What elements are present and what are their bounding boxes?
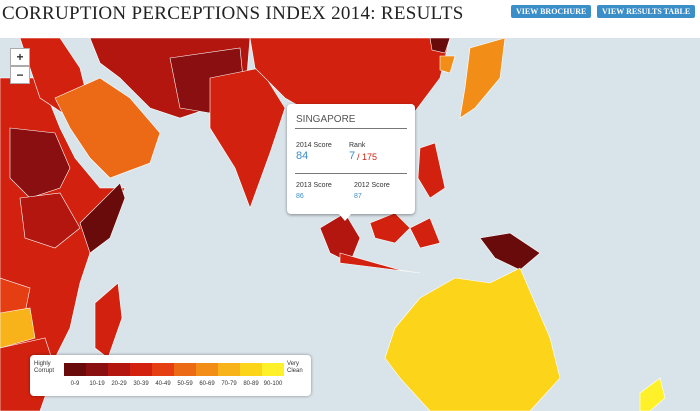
rank-label: Rank [349,142,366,149]
score-value: 84 [296,150,309,162]
legend: Highly Corrupt Very Clean 0-9 10-19 20-29 3… [30,355,311,396]
score-label: 2014 Score [296,142,332,149]
legend-range-label: 90-100 [263,381,283,387]
legend-range-label: 20-29 [111,381,127,387]
legend-range-label: 40-49 [155,381,171,387]
zoom-in-button[interactable]: + [10,48,30,66]
score-2013-value: 86 [296,193,304,200]
legend-range-label: 60-69 [199,381,215,387]
score-2012-value: 87 [354,193,362,200]
legend-swatch [240,363,262,376]
legend-swatch [64,363,86,376]
zoom-out-button[interactable]: − [10,66,30,84]
legend-swatch [152,363,174,376]
legend-swatch [86,363,108,376]
legend-high-label: Very Clean [287,361,303,374]
page-title: CORRUPTION PERCEPTIONS INDEX 2014: RESUL… [2,3,464,24]
country-popup: SINGAPORE 2014 Score 84 Rank 7 / 175 201… [287,104,415,221]
rank-total: / 175 [357,152,378,162]
legend-swatch [108,363,130,376]
legend-range-label: 10-19 [89,381,105,387]
brochure-button[interactable]: VIEW BROCHURE [511,5,592,18]
rank-value: 7 [349,150,356,162]
country-name: SINGAPORE [296,114,356,125]
score-2013-label: 2013 Score [296,182,332,189]
legend-swatch [130,363,152,376]
legend-range-label: 80-89 [243,381,259,387]
legend-low-label: Highly Corrupt [34,361,55,374]
legend-swatch [174,363,196,376]
legend-swatch [196,363,218,376]
legend-range-label: 50-59 [177,381,193,387]
legend-range-label: 30-39 [133,381,149,387]
legend-range-label: 70-79 [221,381,237,387]
results-table-button[interactable]: VIEW RESULTS TABLE [597,5,696,18]
legend-range-label: 0-9 [70,381,80,387]
legend-swatch [218,363,240,376]
score-2012-label: 2012 Score [354,182,390,189]
map [0,38,700,411]
legend-swatch [262,363,284,376]
